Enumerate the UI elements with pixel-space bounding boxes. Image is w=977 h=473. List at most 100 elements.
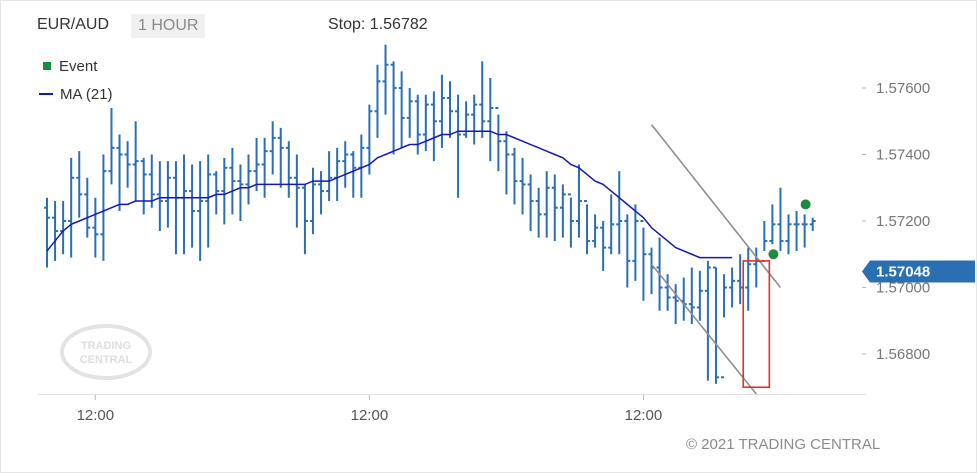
price-bar xyxy=(68,157,75,258)
price-bar xyxy=(52,201,59,261)
price-bar xyxy=(704,260,711,381)
event-marker xyxy=(768,249,779,260)
price-bar xyxy=(809,217,816,231)
price-bar xyxy=(712,266,719,384)
price-bar xyxy=(696,270,703,321)
price-bar xyxy=(116,134,123,212)
price-bar xyxy=(551,174,558,241)
price-bar xyxy=(624,214,631,288)
price-bar xyxy=(567,193,574,248)
price-bar xyxy=(398,71,405,148)
price-bar xyxy=(197,161,204,261)
price-bar xyxy=(632,204,639,281)
price-bar xyxy=(455,94,462,198)
ma-series xyxy=(46,130,733,259)
price-bar xyxy=(124,141,131,188)
price-bar xyxy=(342,141,349,188)
price-bar xyxy=(406,88,413,138)
y-axis: 1.56800 1.57000 1.57200 1.57400 1.57600 1.570… xyxy=(862,80,975,363)
price-bar xyxy=(680,277,687,321)
y-tick-label: 1.57600 xyxy=(876,80,930,97)
legend: Event MA (21) xyxy=(37,52,113,108)
price-bar xyxy=(301,184,308,255)
channel-lower-line xyxy=(650,263,757,395)
price-bar xyxy=(519,157,526,215)
ma-line-swatch-icon xyxy=(39,93,53,95)
price-bar xyxy=(350,151,357,198)
price-bar xyxy=(479,61,486,138)
price-bar xyxy=(84,177,91,238)
x-tick-label: 12:00 xyxy=(77,407,115,424)
price-bar xyxy=(584,200,591,255)
price-bar xyxy=(414,94,421,155)
price-bar xyxy=(664,274,671,311)
price-bar xyxy=(229,147,236,215)
price-bar xyxy=(237,164,244,221)
price-bar xyxy=(108,107,115,185)
price-bar xyxy=(527,174,534,231)
legend-item-ma[interactable]: MA (21) xyxy=(37,80,113,108)
y-tick-label: 1.56800 xyxy=(876,346,930,363)
timeframe-button[interactable]: 1 HOUR xyxy=(131,14,206,38)
price-bar xyxy=(769,204,776,245)
price-bar xyxy=(745,247,752,311)
price-bar xyxy=(600,221,607,271)
x-axis: 12:00 12:00 12:00 xyxy=(77,395,662,424)
x-tick-label: 12:00 xyxy=(351,407,389,424)
legend-item-event[interactable]: Event xyxy=(37,52,113,80)
price-bar xyxy=(245,154,252,205)
price-bar xyxy=(293,154,300,228)
price-bar xyxy=(164,161,171,228)
price-bar xyxy=(721,274,728,379)
legend-label-ma: MA (21) xyxy=(60,85,113,103)
watermark-line1: TRADING xyxy=(81,340,131,352)
price-bar xyxy=(334,147,341,202)
price-bar xyxy=(309,167,316,235)
price-bar xyxy=(672,284,679,325)
price-bar xyxy=(543,171,550,238)
price-bar xyxy=(430,91,437,162)
symbol-label[interactable]: EUR/AUD xyxy=(37,16,110,33)
price-bar xyxy=(181,154,188,255)
current-price-label: 1.57048 xyxy=(876,264,930,281)
price-bar xyxy=(777,187,784,251)
price-bar xyxy=(390,61,397,155)
price-bar xyxy=(793,211,800,251)
price-bar xyxy=(785,214,792,255)
y-tick-label: 1.57400 xyxy=(876,147,930,164)
price-bar xyxy=(366,104,373,175)
price-bar xyxy=(326,151,333,202)
price-bar xyxy=(438,74,445,148)
price-bar xyxy=(100,154,107,261)
price-bar xyxy=(253,137,260,192)
price-bar xyxy=(189,164,196,248)
copyright-text: © 2021 TRADING CENTRAL xyxy=(686,436,881,453)
price-bars xyxy=(44,44,816,384)
price-bar xyxy=(205,154,212,248)
current-price-tag xyxy=(862,260,975,283)
event-marker xyxy=(800,199,811,210)
price-bar xyxy=(648,247,655,295)
price-bar xyxy=(156,161,163,231)
price-bar xyxy=(60,201,67,255)
price-bar xyxy=(148,154,155,208)
price-bar xyxy=(463,101,470,138)
price-bar xyxy=(269,121,276,175)
price-bar xyxy=(132,121,139,202)
price-bar xyxy=(608,194,615,255)
price-bar xyxy=(318,171,325,215)
highlight-box xyxy=(742,260,771,389)
price-bar xyxy=(503,131,510,195)
watermark-line2: CENTRAL xyxy=(80,354,133,366)
price-bar xyxy=(382,44,389,115)
price-bar xyxy=(801,214,808,248)
price-bar xyxy=(761,221,768,262)
price-bar xyxy=(616,171,623,255)
price-bar xyxy=(76,151,83,218)
price-bar xyxy=(471,94,478,145)
price-bar xyxy=(559,184,566,238)
chart-annotations xyxy=(650,124,811,395)
price-bar xyxy=(729,267,736,308)
price-bar xyxy=(172,161,179,255)
